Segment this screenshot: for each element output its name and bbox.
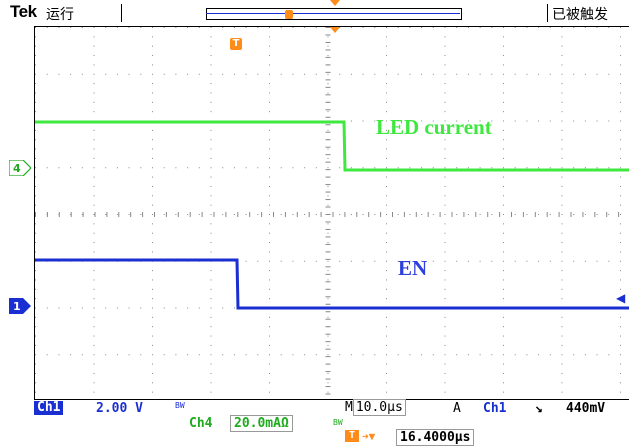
ch1-level-icon[interactable]: 1: [9, 298, 31, 314]
status-divider: [547, 4, 548, 22]
graticule: [35, 27, 629, 395]
status-divider: [121, 4, 122, 22]
center-crosshair: [35, 27, 620, 395]
en-trace: [35, 258, 629, 310]
trigger-slope-icon: ↘: [535, 401, 543, 416]
trigger-level-arrow-icon: ◀: [616, 291, 626, 305]
led-current-trace: [35, 120, 629, 172]
ch4-bandwidth-icon: BW: [333, 418, 343, 427]
ch1-scale: 2.00 V: [96, 401, 143, 416]
trigger-point-icon[interactable]: [330, 27, 340, 33]
trigger-level: 440mV: [566, 401, 606, 416]
horizontal-position-icon: T: [345, 430, 359, 442]
ch4-scale: 20.0mAΩ: [230, 415, 293, 432]
timebase-readout: M 10.0µs: [345, 399, 406, 416]
top-status-bar: Tek 运行 已被触发: [0, 0, 629, 26]
record-length-bar: [206, 8, 462, 20]
en-label: EN: [398, 256, 428, 280]
settings-readout: Ch1 2.00 V BW Ch4 20.0mAΩ BW M 10.0µs A C…: [0, 399, 629, 446]
timebase-prefix: M: [345, 400, 353, 415]
record-view-window: [206, 13, 460, 14]
acquisition-status: 运行: [46, 7, 74, 23]
brand-logo: Tek: [10, 2, 37, 21]
ch4-tag[interactable]: Ch4: [189, 416, 213, 431]
trigger-mode: A: [453, 401, 461, 416]
led-current-label: LED current: [376, 115, 492, 139]
ch1-bandwidth-icon: BW: [175, 401, 185, 410]
trigger-source: Ch1: [483, 401, 507, 416]
record-trigger-icon: [285, 10, 293, 19]
position-arrow-icon: ➜▼: [362, 430, 376, 443]
ch4-level-icon[interactable]: 4: [9, 160, 31, 176]
timebase-value: 10.0µs: [352, 399, 406, 416]
trigger-status: 已被触发: [552, 7, 608, 23]
ch1-tag[interactable]: Ch1: [34, 401, 64, 415]
horizontal-position-value: 16.4000µs: [396, 429, 475, 446]
ch1-level-number: 1: [13, 300, 21, 313]
trigger-position-icon: [330, 0, 340, 6]
waveform-display[interactable]: [34, 26, 629, 400]
ch4-level-number: 4: [13, 162, 21, 175]
trigger-time-icon[interactable]: T: [230, 38, 242, 50]
